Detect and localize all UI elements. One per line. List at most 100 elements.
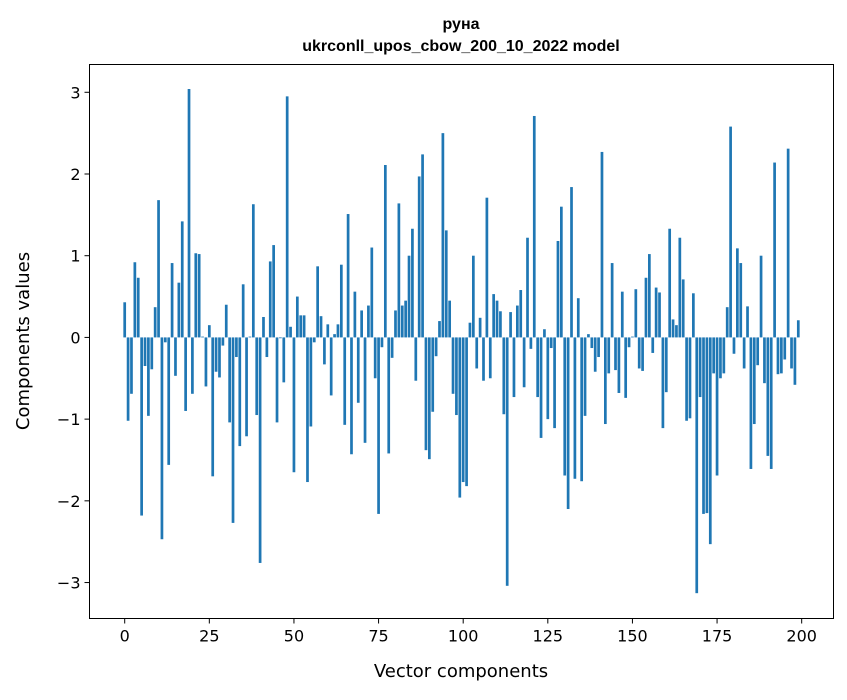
bar-66 — [346, 214, 350, 338]
y-tick-label: 3 — [70, 83, 80, 102]
bar-113 — [505, 337, 509, 586]
bar-196 — [786, 148, 790, 338]
bar-112 — [502, 337, 506, 415]
bar-173 — [708, 337, 712, 545]
bar-108 — [488, 337, 492, 379]
bar-138 — [590, 337, 594, 349]
bar-171 — [702, 337, 705, 514]
bar-100 — [461, 337, 465, 483]
bar-154 — [644, 277, 648, 338]
bar-59 — [323, 337, 326, 365]
bar-153 — [641, 337, 644, 371]
bar-145 — [614, 337, 617, 371]
bar-80 — [394, 310, 397, 338]
bar-150 — [631, 336, 634, 338]
bar-38 — [251, 204, 255, 338]
bar-83 — [404, 300, 408, 338]
bar-111 — [499, 311, 502, 338]
bar-149 — [627, 337, 631, 348]
x-axis-label: Vector components — [374, 661, 548, 682]
bar-23 — [201, 336, 204, 338]
bar-82 — [400, 305, 404, 338]
bar-179 — [729, 126, 732, 338]
bar-123 — [539, 337, 543, 438]
bar-91 — [431, 337, 435, 412]
y-tick-label: −2 — [57, 492, 81, 511]
x-axis-ticks: 0 25 50 75 100 125 150 175 200 — [120, 618, 817, 646]
bar-7 — [147, 337, 150, 416]
bar-9 — [153, 307, 157, 338]
y-tick-label: −3 — [57, 574, 81, 593]
bar-134 — [576, 298, 580, 338]
bar-156 — [651, 337, 655, 353]
bar-48 — [285, 96, 289, 338]
chart-title-line2: ukrconll_upos_cbow_200_10_2022 model — [302, 38, 619, 55]
bar-140 — [597, 337, 600, 358]
bar-170 — [698, 337, 702, 398]
bar-132 — [570, 187, 573, 338]
y-axis-label: Components values — [13, 252, 34, 430]
y-tick-label: 2 — [70, 165, 80, 184]
bar-183 — [742, 337, 746, 369]
bar-139 — [593, 337, 597, 372]
bar-89 — [424, 337, 428, 451]
bar-176 — [719, 337, 722, 379]
bar-20 — [191, 337, 194, 394]
bar-63 — [336, 324, 340, 338]
bar-1 — [126, 337, 130, 421]
bar-33 — [235, 337, 238, 358]
bar-57 — [316, 266, 319, 338]
bar-42 — [265, 337, 269, 358]
bar-124 — [543, 329, 546, 338]
bar-182 — [739, 263, 743, 338]
bar-177 — [722, 337, 726, 374]
bar-185 — [749, 337, 753, 469]
x-tick-label: 150 — [617, 627, 648, 646]
bar-148 — [624, 337, 628, 398]
bar-142 — [604, 337, 607, 425]
bar-197 — [790, 337, 793, 369]
x-tick-label: 50 — [284, 627, 304, 646]
y-tick-label: 1 — [70, 247, 80, 266]
bar-14 — [170, 263, 174, 338]
bar-10 — [157, 200, 160, 338]
bar-103 — [471, 255, 475, 338]
bar-137 — [587, 334, 590, 338]
bar-189 — [763, 337, 766, 384]
axes-frame — [89, 64, 834, 619]
bar-51 — [295, 296, 299, 338]
bar-115 — [512, 337, 516, 398]
bar-133 — [573, 337, 577, 479]
bar-29 — [221, 337, 225, 346]
bar-101 — [465, 337, 468, 487]
bar-56 — [312, 337, 316, 343]
bar-114 — [509, 312, 512, 338]
bar-129 — [560, 206, 563, 338]
bar-152 — [637, 337, 641, 369]
bar-127 — [553, 337, 556, 429]
bar-22 — [197, 254, 201, 338]
x-tick-label: 100 — [448, 627, 479, 646]
bar-109 — [492, 294, 496, 338]
bar-97 — [451, 337, 455, 394]
bar-2 — [130, 337, 133, 394]
bar-143 — [607, 337, 611, 374]
bar-122 — [536, 337, 540, 398]
bar-169 — [695, 337, 699, 594]
bar-0 — [123, 302, 127, 338]
bar-165 — [681, 279, 685, 338]
bar-167 — [688, 337, 692, 419]
bar-34 — [238, 337, 242, 447]
x-tick-label: 125 — [533, 627, 564, 646]
bar-13 — [167, 337, 171, 465]
bar-159 — [661, 337, 665, 429]
bar-46 — [279, 337, 282, 339]
bar-5 — [140, 337, 143, 516]
bar-191 — [769, 337, 773, 469]
bar-158 — [658, 292, 661, 338]
bar-35 — [241, 284, 245, 338]
bar-194 — [780, 337, 783, 374]
bar-26 — [211, 337, 215, 477]
bar-28 — [218, 337, 221, 378]
bar-65 — [343, 337, 347, 425]
